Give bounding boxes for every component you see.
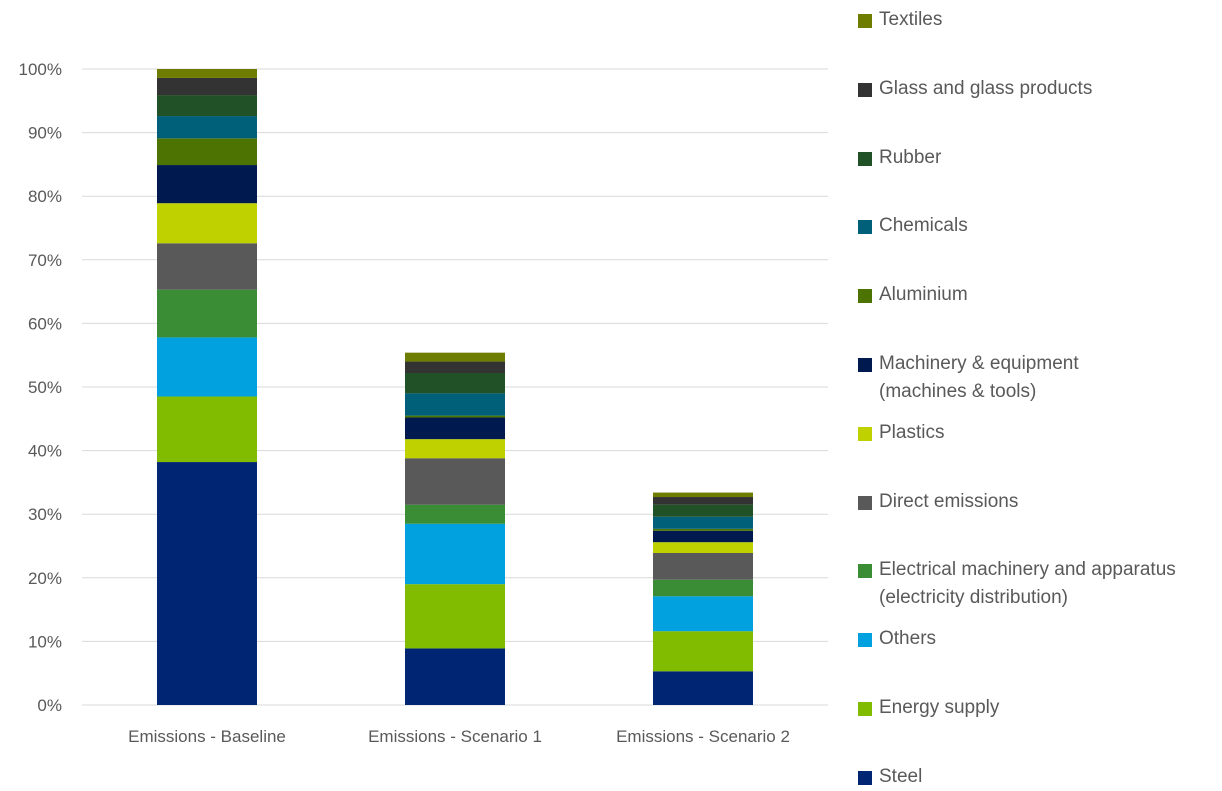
stacked-bar-chart: 0% 10% 20% 30% 40% 50% 60% 70% 80% 90% 100% Emissi… [19, 60, 828, 746]
bar-segment [157, 69, 257, 78]
bar-segment [157, 165, 257, 204]
legend-label: Others [879, 628, 937, 649]
legend-item: Rubber [858, 147, 941, 172]
y-tick-label: 100% [19, 60, 62, 79]
y-tick-label: 20% [28, 569, 62, 588]
legend-item: Plastics [858, 422, 944, 447]
bar-segment [157, 138, 257, 166]
legend-swatch [858, 358, 872, 372]
legend-swatch [858, 83, 872, 97]
legend-label: Glass and glass products [879, 78, 1093, 99]
bar-segment [157, 116, 257, 139]
legend-swatch [858, 702, 872, 716]
bar-segment [653, 631, 753, 672]
legend-label: Electrical machinery and apparatus (elec… [879, 559, 1176, 608]
bar-segment [405, 352, 505, 362]
legend-swatch [858, 152, 872, 166]
legend-swatch [858, 496, 872, 510]
legend-swatch [858, 289, 872, 303]
y-tick-label: 90% [28, 124, 62, 143]
legend-swatch [858, 564, 872, 578]
x-tick-label: Emissions - Scenario 1 [368, 727, 542, 746]
legend-swatch [858, 427, 872, 441]
y-tick-label: 50% [28, 378, 62, 397]
bar-segment [653, 596, 753, 632]
x-tick-label: Emissions - Baseline [128, 727, 286, 746]
bars [157, 69, 753, 705]
bar-segment [157, 396, 257, 463]
bar-segment [405, 439, 505, 459]
bar-segment [157, 203, 257, 244]
legend-item: Energy supply [858, 697, 999, 722]
legend-label: Machinery & equipment (machines & tools) [879, 353, 1079, 402]
legend-label: Textiles [879, 9, 943, 30]
y-tick-label: 70% [28, 251, 62, 270]
bar-segment [405, 584, 505, 649]
bar-segment [653, 492, 753, 498]
legend-item: Steel [858, 766, 922, 791]
x-tick-label: Emissions - Scenario 2 [616, 727, 790, 746]
legend-item: Chemicals [858, 215, 968, 240]
legend-label: Chemicals [879, 215, 968, 236]
bar-segment [157, 243, 257, 290]
legend-label: Rubber [879, 147, 942, 168]
legend-label: Direct emissions [879, 491, 1019, 512]
bar-segment [653, 504, 753, 517]
y-axis-ticks: 0% 10% 20% 30% 40% 50% 60% 70% 80% 90% 100% [19, 60, 62, 715]
legend-item: Textiles [858, 9, 942, 34]
y-tick-label: 10% [28, 632, 62, 651]
y-tick-label: 80% [28, 187, 62, 206]
bar-segment [653, 530, 753, 543]
legend-swatch [858, 633, 872, 647]
bar-segment [653, 579, 753, 597]
bar-segment [405, 458, 505, 505]
legend-item: Others [858, 628, 936, 653]
bar-segment [405, 417, 505, 440]
bar-segment [157, 462, 257, 705]
bar-segment [653, 552, 753, 580]
bar-segment [653, 528, 753, 531]
bar-segment [157, 77, 257, 96]
bar-segment [405, 393, 505, 416]
bar-segment [653, 671, 753, 705]
legend-item: Machinery & equipment (machines & tools) [858, 353, 1089, 406]
x-axis-ticks: Emissions - Baseline Emissions - Scenario… [128, 727, 790, 746]
legend-label: Plastics [879, 422, 945, 443]
legend-label: Energy supply [879, 697, 1000, 718]
bar-segment [405, 504, 505, 524]
bar-segment [405, 523, 505, 585]
y-tick-label: 30% [28, 505, 62, 524]
legend-item: Glass and glass products [858, 78, 1092, 103]
legend-swatch [858, 220, 872, 234]
bar-segment [653, 542, 753, 553]
legend-swatch [858, 14, 872, 28]
y-tick-label: 40% [28, 442, 62, 461]
legend-item: Direct emissions [858, 491, 1018, 516]
bar-segment [405, 415, 505, 418]
bar-segment [157, 289, 257, 338]
legend-label: Aluminium [879, 284, 968, 305]
bar-segment [405, 361, 505, 374]
legend-label: Steel [879, 766, 923, 787]
bar-segment [157, 337, 257, 397]
y-tick-label: 60% [28, 314, 62, 333]
bar-segment [405, 373, 505, 394]
bar-segment [157, 95, 257, 117]
legend-item: Electrical machinery and apparatus (elec… [858, 559, 1219, 612]
legend-swatch [858, 771, 872, 785]
bar-segment [405, 648, 505, 705]
bar-segment [653, 497, 753, 505]
y-tick-label: 0% [37, 696, 62, 715]
legend: Textiles Glass and glass products Rubber Ch… [858, 0, 1222, 787]
legend-item: Aluminium [858, 284, 968, 309]
bar-segment [653, 516, 753, 529]
